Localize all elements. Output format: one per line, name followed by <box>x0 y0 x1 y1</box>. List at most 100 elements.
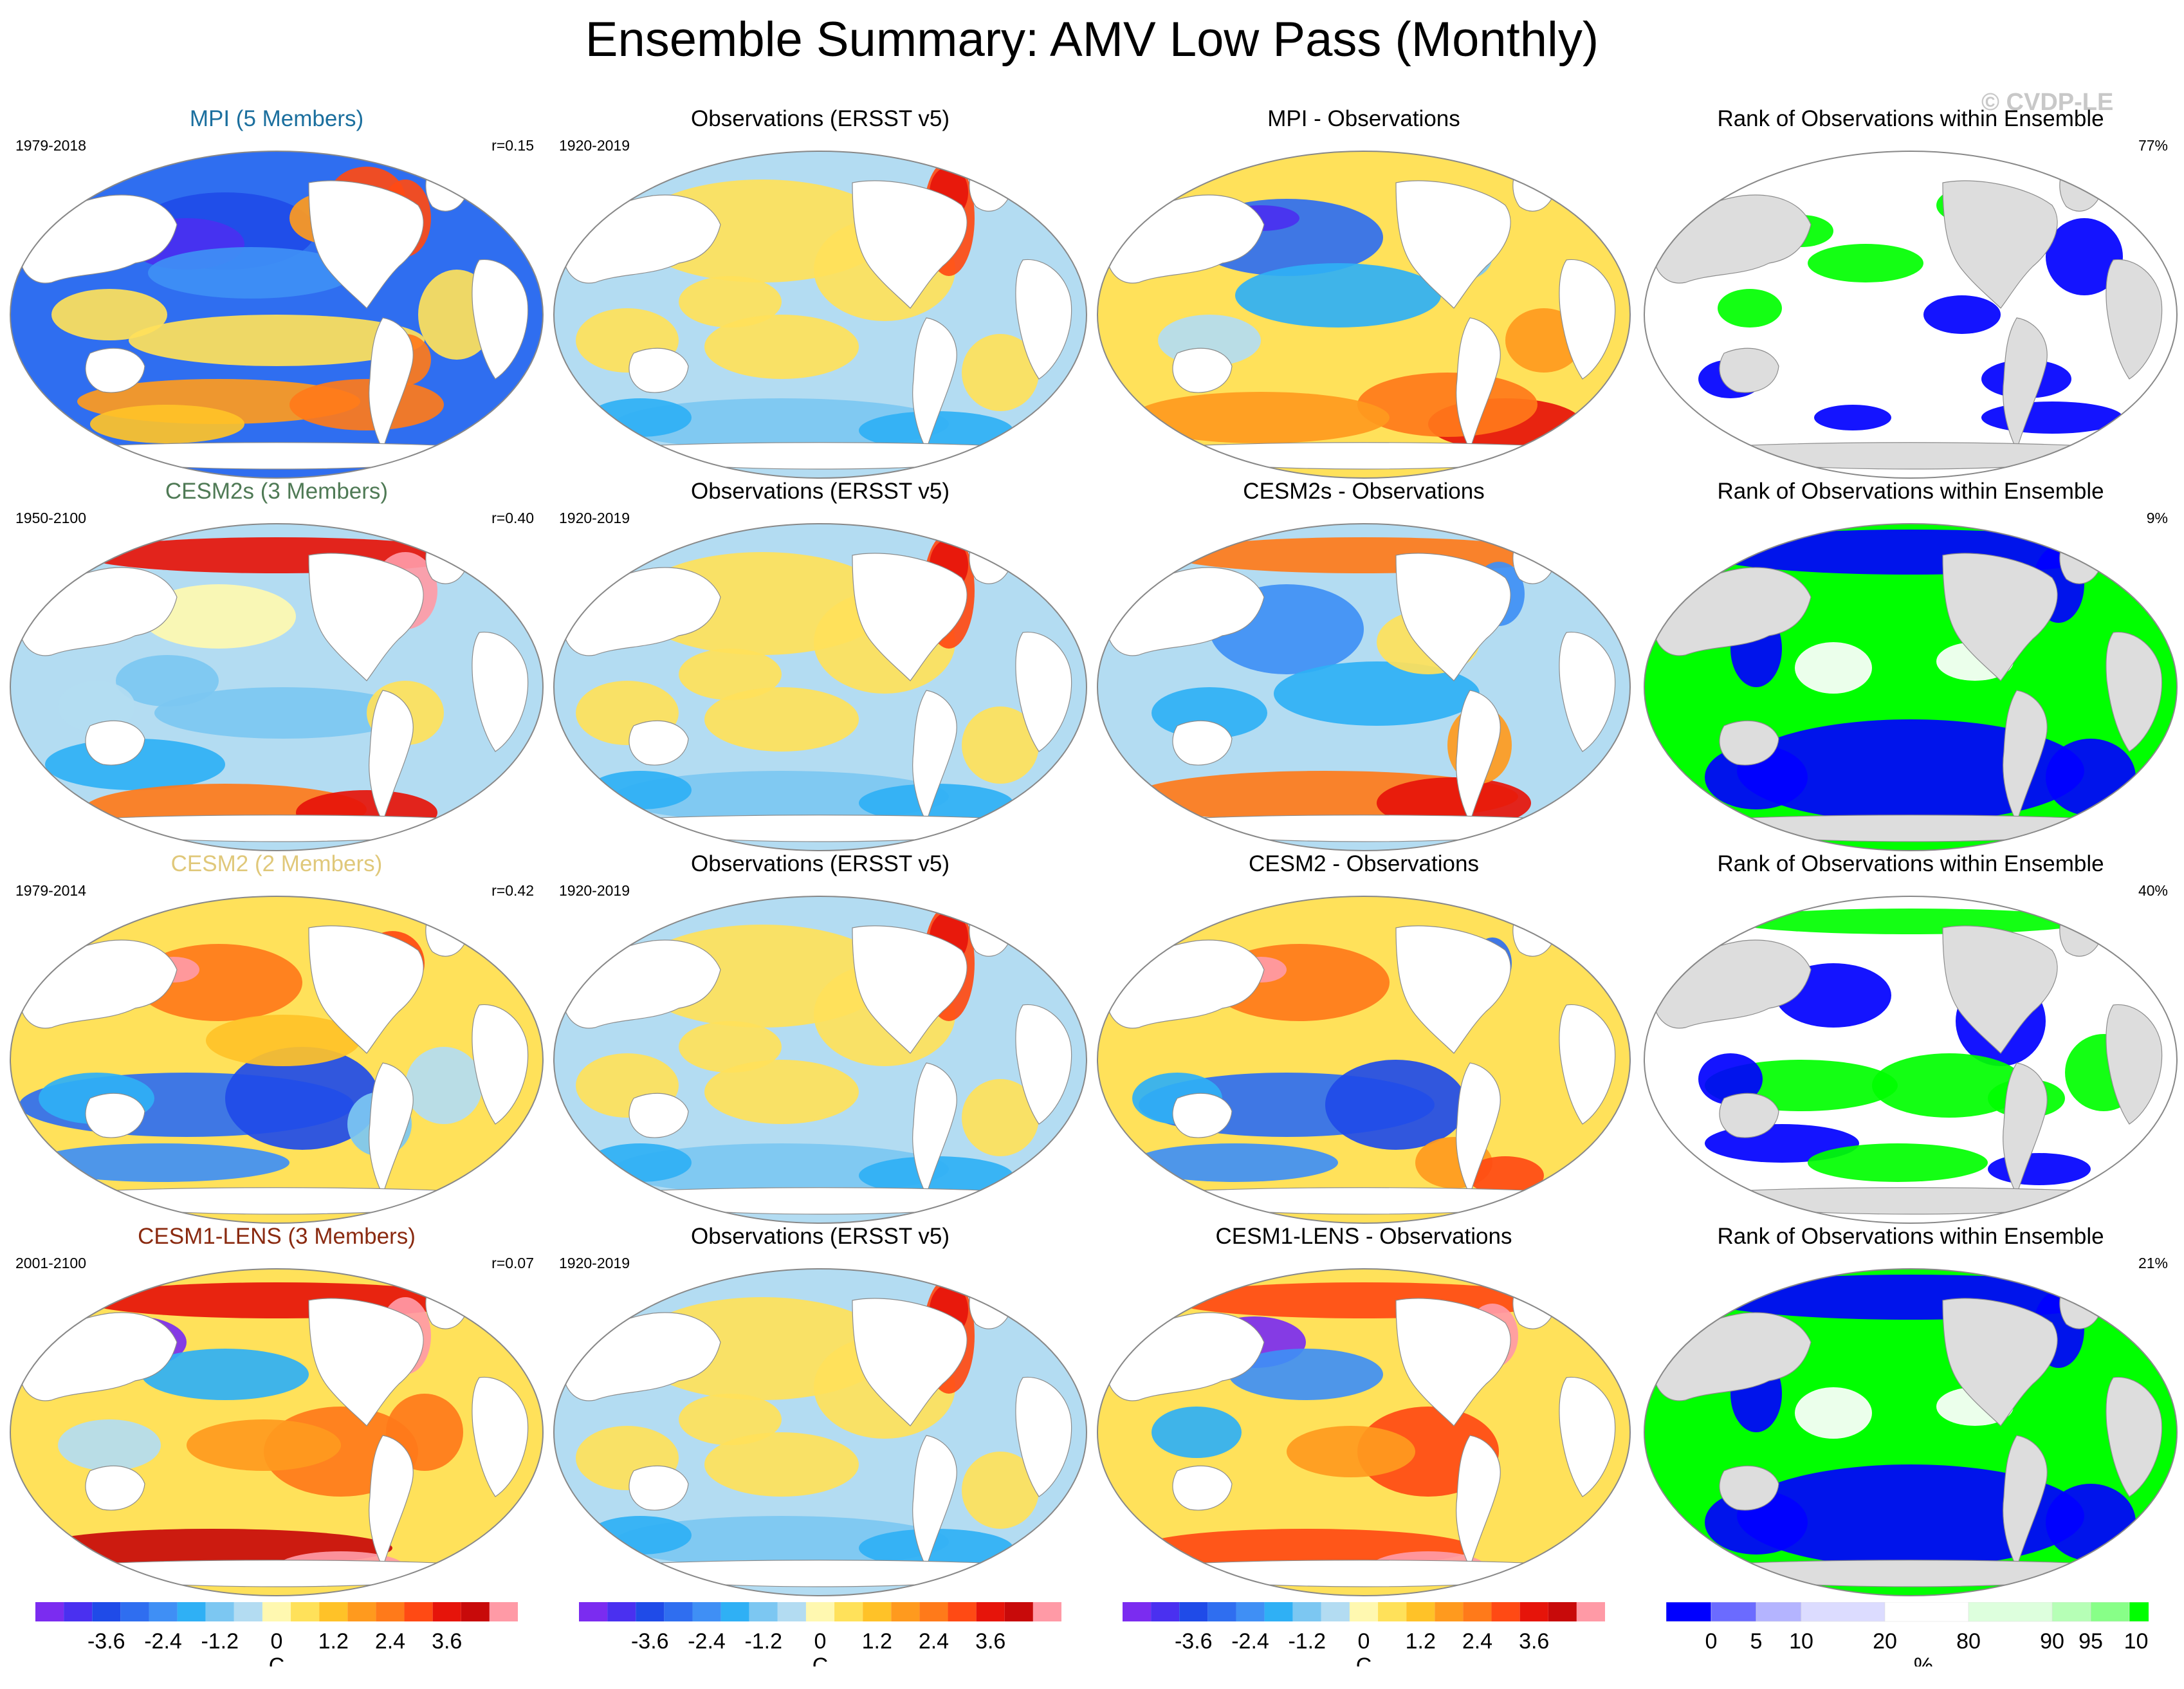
map-border <box>1644 151 2178 479</box>
colorbar-swatch <box>319 1602 348 1621</box>
colorbar-swatch <box>35 1602 64 1621</box>
colorbar-swatch <box>1548 1602 1577 1621</box>
anomaly-region <box>1467 1156 1544 1195</box>
continent-outline <box>1172 1465 1233 1511</box>
continent-outline <box>1677 815 2144 842</box>
continent-outline <box>1942 1298 2058 1426</box>
continent-outline <box>1559 631 1616 752</box>
colorbar-swatch <box>1207 1602 1236 1621</box>
continent-outline <box>1172 347 1233 393</box>
rank-region <box>2046 218 2123 295</box>
continent-outline <box>1395 180 1511 309</box>
colorbar-unit: C <box>1356 1654 1372 1666</box>
anomaly-region <box>142 1349 309 1400</box>
temperature-colorbar: -3.6 -2.4 -1.2 0 1.2 2.4 3.6 C <box>579 1602 1061 1686</box>
colorbar-swatch <box>1179 1602 1208 1621</box>
anomaly-region <box>679 276 782 328</box>
colorbar-swatch <box>432 1602 461 1621</box>
continent-outline <box>2106 1004 2163 1125</box>
year-range: 1979-2018 <box>15 137 86 154</box>
anomaly-region <box>589 1516 692 1555</box>
anomaly-region <box>704 687 859 752</box>
rank-region <box>1808 244 1923 282</box>
continent-outline <box>425 1289 465 1329</box>
anomaly-region <box>1152 1407 1242 1458</box>
anomaly-region <box>704 1060 859 1124</box>
rank-percentage: 77% <box>2138 137 2168 154</box>
colorbar-swatch <box>177 1602 206 1621</box>
map-rank-svg <box>1644 896 2178 1224</box>
colorbar-unit: C <box>812 1654 829 1666</box>
colorbar-swatch <box>205 1602 234 1621</box>
panel-title: Observations (ERSST v5) <box>691 106 950 131</box>
colorbar-tick-label: 5 <box>1750 1629 1763 1654</box>
year-range: 1920-2019 <box>559 137 630 154</box>
map-panel-rank: Rank of Observations within Ensemble 77% <box>1640 106 2181 492</box>
panel-title: Observations (ERSST v5) <box>691 479 950 504</box>
colorbar-swatch <box>347 1602 376 1621</box>
colorbar-swatch <box>1321 1602 1350 1621</box>
colorbar-swatch <box>1032 1602 1061 1621</box>
continent-outline <box>43 1560 510 1587</box>
map-panel-obs: Observations (ERSST v5) 1920-2019 <box>550 1224 1090 1610</box>
continent-outline <box>2059 172 2099 212</box>
colorbar-swatch <box>1884 1602 1969 1622</box>
colorbar-tick-label: 2.4 <box>375 1629 405 1654</box>
continent-outline <box>1130 1187 1597 1215</box>
continent-outline <box>85 347 145 393</box>
colorbar-tick-label: -3.6 <box>631 1629 669 1654</box>
temperature-colorbar: -3.6 -2.4 -1.2 0 1.2 2.4 3.6 C <box>1123 1602 1605 1686</box>
rank-region <box>2046 1484 2136 1561</box>
anomaly-region <box>1132 392 1390 443</box>
rank-region <box>1923 295 2001 334</box>
anomaly-region <box>859 411 1013 450</box>
colorbar-tick-label: 20 <box>1873 1629 1897 1654</box>
map-border <box>1097 523 1631 851</box>
colorbar-tick-label: 1.2 <box>862 1629 892 1654</box>
colorbar-swatch <box>834 1602 863 1621</box>
continent-outline <box>1942 180 2058 309</box>
rank-region <box>1718 289 1782 328</box>
continent-outline <box>969 1289 1009 1329</box>
anomaly-region <box>1132 1143 1338 1182</box>
colorbar-tick-label: 2.4 <box>1462 1629 1492 1654</box>
colorbar-swatch <box>1349 1602 1379 1621</box>
map-panel-rank: Rank of Observations within Ensemble 21% <box>1640 1224 2181 1610</box>
pattern-correlation: r=0.40 <box>491 510 534 526</box>
continent-outline <box>1395 925 1511 1054</box>
colorbar-swatch <box>579 1602 608 1621</box>
anomaly-region <box>187 1419 341 1471</box>
colorbar-tick-label: 1.2 <box>1406 1629 1436 1654</box>
continent-outline <box>2059 1289 2099 1329</box>
map-border <box>10 896 544 1224</box>
colorbar-swatch <box>404 1602 433 1621</box>
map-diff-svg <box>1097 151 1631 479</box>
colorbar-swatch <box>262 1602 291 1621</box>
map-panel-diff: CESM2s - Observations <box>1094 479 1634 865</box>
map-panel-diff: CESM1-LENS - Observations <box>1094 1224 1634 1610</box>
continent-outline <box>852 180 968 309</box>
anomaly-region <box>859 1156 1013 1195</box>
anomaly-region <box>154 687 412 739</box>
colorbar-swatch <box>1756 1602 1802 1622</box>
colorbar-swatch <box>291 1602 320 1621</box>
temperature-colorbar: -3.6 -2.4 -1.2 0 1.2 2.4 3.6 C <box>35 1602 518 1686</box>
colorbar-tick-label: 0 <box>271 1629 283 1654</box>
colorbar-swatch <box>777 1602 806 1621</box>
colorbar-swatch <box>120 1602 149 1621</box>
continent-outline <box>43 1187 510 1215</box>
continent-outline <box>2059 917 2099 957</box>
anomaly-region <box>704 315 859 379</box>
anomaly-region <box>90 405 244 443</box>
colorbar-swatch <box>234 1602 262 1621</box>
map-diff-svg <box>1097 523 1631 851</box>
colorbar-swatch <box>664 1602 693 1621</box>
colorbar-tick-label: 90 <box>2040 1629 2064 1654</box>
colorbar-swatch <box>1406 1602 1435 1621</box>
rank-percentage: 40% <box>2138 882 2168 899</box>
continent-outline <box>2106 1376 2163 1497</box>
rank-region <box>1795 1387 1872 1439</box>
colorbar-tick-label: -2.4 <box>688 1629 726 1654</box>
anomaly-region <box>859 784 1013 822</box>
map-model-svg <box>10 523 544 851</box>
